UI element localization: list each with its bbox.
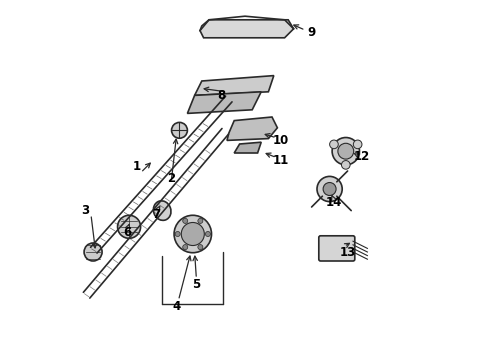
FancyBboxPatch shape: [319, 236, 355, 261]
Circle shape: [330, 140, 338, 149]
Circle shape: [183, 244, 188, 249]
Text: 8: 8: [218, 89, 226, 102]
Text: 10: 10: [273, 134, 289, 147]
Polygon shape: [234, 142, 261, 153]
Circle shape: [198, 219, 203, 224]
Circle shape: [118, 215, 141, 238]
Text: 7: 7: [152, 208, 160, 221]
Circle shape: [205, 231, 210, 237]
Text: 2: 2: [167, 172, 175, 185]
Circle shape: [174, 215, 212, 253]
Polygon shape: [195, 76, 274, 95]
Circle shape: [181, 222, 204, 246]
Text: 1: 1: [132, 160, 140, 173]
Circle shape: [323, 183, 336, 195]
Circle shape: [342, 161, 350, 169]
Circle shape: [84, 243, 102, 261]
Text: 12: 12: [354, 150, 370, 163]
Text: 14: 14: [326, 196, 343, 209]
Text: 5: 5: [192, 278, 200, 291]
Circle shape: [338, 143, 354, 159]
Ellipse shape: [153, 201, 171, 220]
Circle shape: [175, 231, 180, 237]
Circle shape: [317, 176, 342, 202]
Text: 11: 11: [273, 154, 289, 167]
Circle shape: [198, 244, 203, 249]
Polygon shape: [200, 20, 294, 38]
Circle shape: [353, 140, 362, 149]
Polygon shape: [187, 92, 261, 113]
Text: 4: 4: [172, 300, 181, 312]
Text: 9: 9: [308, 26, 316, 39]
Polygon shape: [227, 117, 277, 140]
Circle shape: [332, 138, 360, 165]
Circle shape: [172, 122, 187, 138]
Text: 6: 6: [123, 226, 131, 239]
Circle shape: [183, 219, 188, 224]
Text: 3: 3: [81, 204, 89, 217]
Text: 13: 13: [340, 246, 356, 258]
